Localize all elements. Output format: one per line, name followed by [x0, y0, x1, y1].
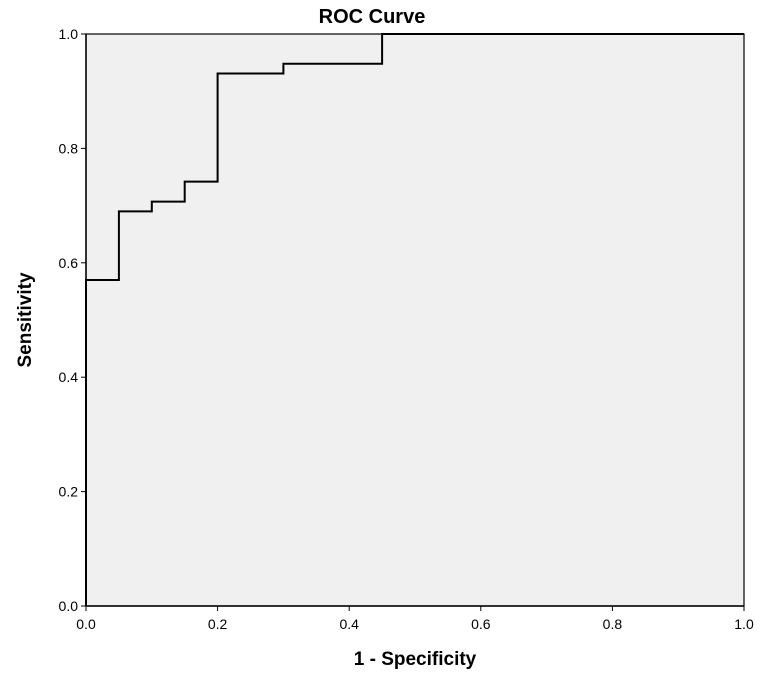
x-tick-label: 0.8 [603, 616, 623, 632]
x-axis-title: 1 - Specificity [354, 649, 477, 670]
y-tick-label: 0.2 [59, 484, 79, 500]
x-axis-ticks: 0.0 0.2 0.4 0.6 0.8 1.0 [76, 606, 754, 632]
y-axis-ticks: 0.0 0.2 0.4 0.6 0.8 1.0 [59, 26, 86, 614]
chart-title: ROC Curve [319, 6, 426, 28]
x-tick-label: 1.0 [734, 616, 754, 632]
x-tick-label: 0.2 [208, 616, 228, 632]
y-axis-title: Sensitivity [15, 272, 36, 367]
y-tick-label: 0.8 [59, 140, 79, 156]
y-tick-label: 0.0 [59, 598, 79, 614]
y-tick-label: 1.0 [59, 26, 79, 42]
x-tick-label: 0.4 [339, 616, 359, 632]
x-tick-label: 0.0 [76, 616, 96, 632]
y-tick-label: 0.6 [59, 255, 79, 271]
plot-area [86, 34, 744, 606]
x-tick-label: 0.6 [471, 616, 491, 632]
y-tick-label: 0.4 [59, 369, 79, 385]
roc-curve-line [85, 33, 744, 606]
